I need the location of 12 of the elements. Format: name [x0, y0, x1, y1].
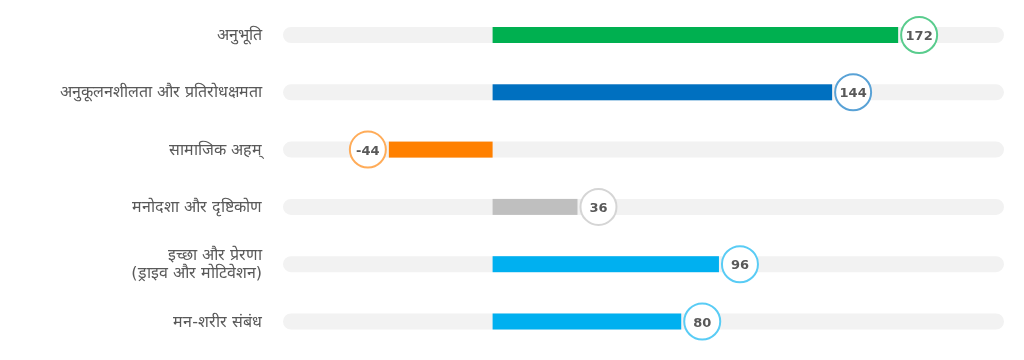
- data-label: 96: [730, 257, 749, 273]
- y-tick-label: सामाजिक अहम्: [168, 139, 265, 160]
- data-label: 144: [839, 85, 867, 101]
- y-tick-label: इच्छा और प्रेरणा (ड्राइव और मोटिवेशन): [131, 245, 263, 283]
- y-tick-label: मन-शरीर संबंध: [173, 311, 263, 331]
- y-tick-label: अनुकूलनशीलता और प्रतिरोधक्षमता: [59, 82, 263, 103]
- data-label: 36: [589, 199, 608, 215]
- data-label: 80: [693, 314, 712, 330]
- data-label: 172: [905, 28, 933, 43]
- y-tick-label: अनुभूति: [217, 25, 263, 45]
- data-label: -44: [356, 142, 380, 158]
- y-tick-label: मनोदशा और दृष्टिकोण: [131, 196, 262, 217]
